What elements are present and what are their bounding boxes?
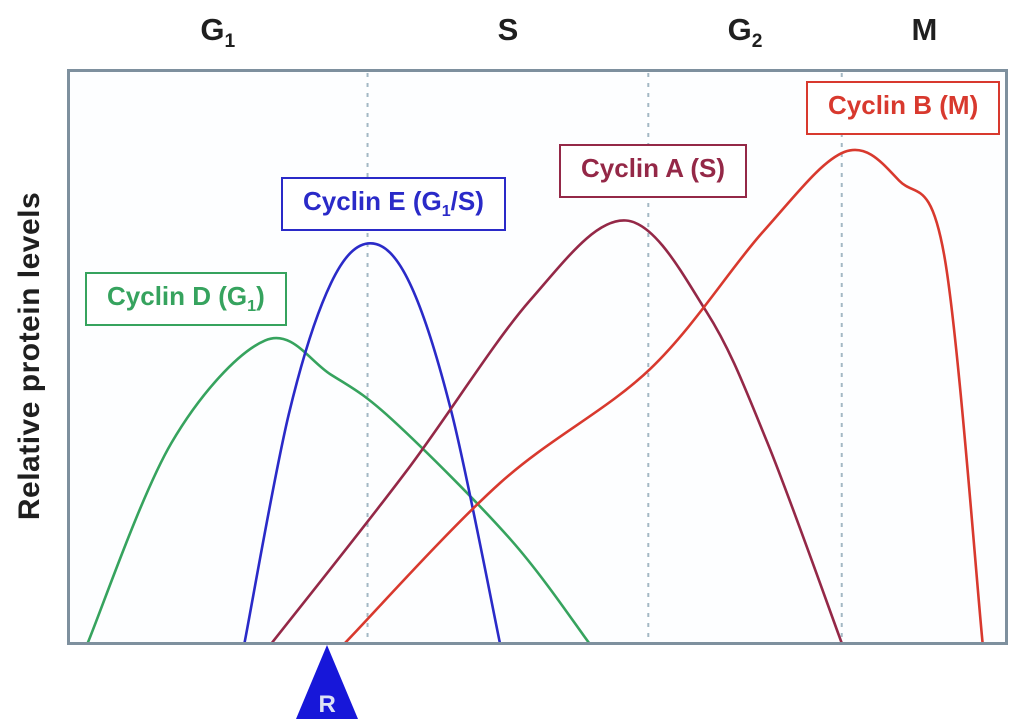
- plot-area-svg: [67, 69, 1008, 645]
- phase-label-m: M: [911, 12, 937, 53]
- restriction-point-label: R: [318, 691, 336, 718]
- curve-label-cyclin-e-subscript: 1: [441, 202, 451, 221]
- curve-cyclin-a-s: [270, 219, 843, 644]
- curve-label-cyclin-d-subscript: 1: [247, 297, 257, 316]
- curve-label-cyclin-e-suffix: /S): [450, 186, 484, 216]
- curve-label-cyclin-d: Cyclin D (G1): [85, 272, 287, 327]
- phase-s-text: S: [497, 12, 519, 47]
- curve-label-cyclin-d-suffix: ): [256, 281, 265, 311]
- curve-label-cyclin-e: Cyclin E (G1/S): [281, 177, 506, 232]
- curve-cyclin-e-g1-s: [243, 241, 502, 644]
- curve-cyclin-b-m: [344, 148, 984, 644]
- curve-label-cyclin-b-text: Cyclin B (M): [828, 90, 979, 120]
- phase-label-g1: G1: [200, 12, 235, 53]
- restriction-triangle-icon: [296, 645, 359, 719]
- phase-g1-subscript: 1: [224, 31, 236, 53]
- y-axis-label-text: Relative protein levels: [13, 191, 46, 521]
- restriction-point-marker: R: [296, 645, 359, 720]
- curve-label-cyclin-b: Cyclin B (M): [806, 81, 1001, 136]
- curve-label-cyclin-a-text: Cyclin A (S): [581, 153, 725, 183]
- phase-g2-text: G: [727, 12, 752, 47]
- plot-border: [67, 69, 1008, 645]
- curve-label-cyclin-a: Cyclin A (S): [559, 144, 747, 199]
- y-axis-label: Relative protein levels: [13, 192, 47, 520]
- phase-g1-text: G: [200, 12, 225, 47]
- plot-background: [68, 70, 1007, 644]
- curve-label-cyclin-d-text: Cyclin D (G: [107, 281, 248, 311]
- curve-cyclin-d-g1: [86, 336, 591, 644]
- phase-g2-subscript: 2: [751, 31, 763, 53]
- phase-label-s: S: [498, 12, 519, 53]
- phase-m-text: M: [911, 12, 938, 47]
- curve-label-cyclin-e-text: Cyclin E (G: [303, 186, 442, 216]
- phase-label-g2: G2: [728, 12, 763, 53]
